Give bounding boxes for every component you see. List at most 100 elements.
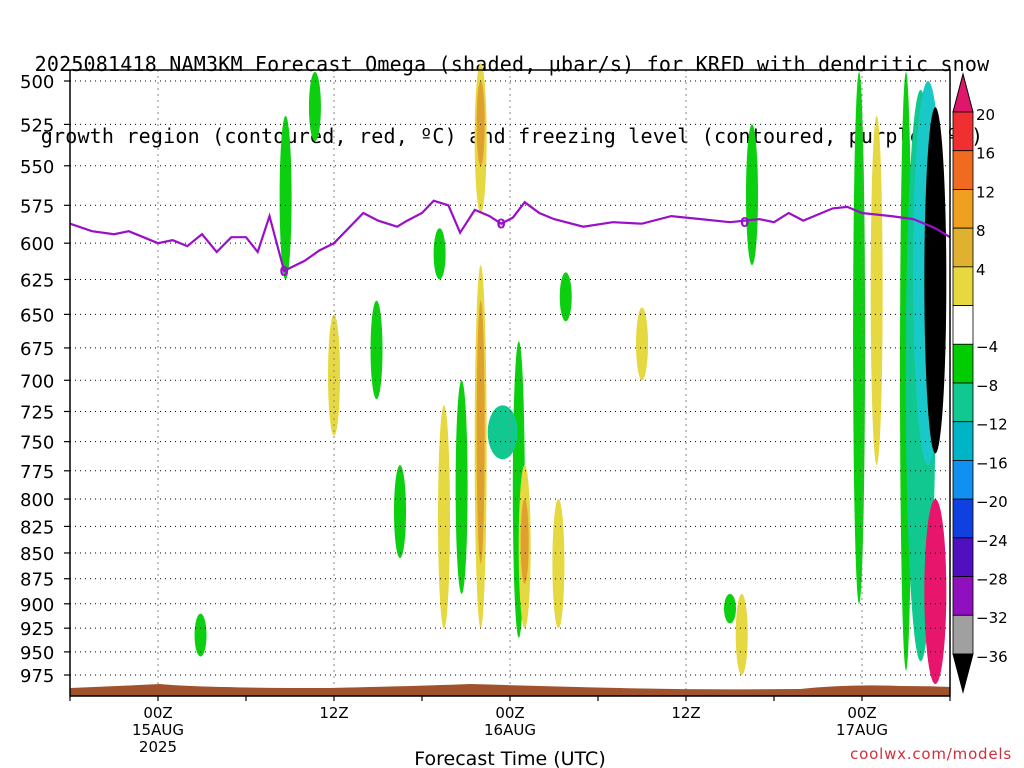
title-line-2: growth region (contoured, red, ºC) and f… — [40, 124, 984, 148]
colorbar-label: 16 — [976, 145, 995, 163]
y-tick-label: 650 — [20, 305, 54, 326]
omega-region-yellow — [328, 314, 340, 436]
freezing-level-layer: 0 0 0 — [69, 199, 951, 280]
x-tick-label: 00Z — [143, 704, 172, 722]
omega-region-green — [308, 72, 321, 142]
colorbar-band — [952, 111, 974, 152]
y-tick-label: 800 — [20, 490, 54, 511]
omega-region-yellow — [636, 307, 648, 381]
omega-region-green — [724, 593, 736, 624]
x-tick-label: 00Z — [495, 704, 524, 722]
terrain-layer — [70, 684, 950, 696]
freezing-level-label: 0 — [740, 216, 749, 231]
omega-region-yellow — [438, 405, 450, 629]
omega-region-green — [455, 380, 468, 594]
x-tick-label: 00Z — [847, 704, 876, 722]
y-tick-label: 975 — [20, 666, 54, 687]
omega-region-black — [924, 107, 947, 454]
y-tick-label: 900 — [20, 595, 54, 616]
omega-region-green — [433, 228, 446, 280]
omega-region-orange — [476, 300, 485, 564]
colorbar-label: −20 — [976, 493, 1008, 511]
omega-shading-layer — [194, 63, 947, 685]
colorbar-band — [952, 227, 974, 268]
y-tick-label: 850 — [20, 544, 54, 565]
colorbar-label: −8 — [976, 377, 998, 395]
y-tick-label: 950 — [20, 643, 54, 664]
colorbar-label: 12 — [976, 183, 995, 201]
y-tick-label: 750 — [20, 433, 54, 454]
y-tick-label: 550 — [20, 157, 54, 178]
grid-layer — [70, 70, 950, 696]
y-tick-label: 825 — [20, 517, 54, 538]
colorbar-band — [952, 343, 974, 384]
colorbar-top-arrow — [952, 72, 974, 113]
omega-region-green — [194, 613, 207, 657]
omega-region-pink — [924, 499, 947, 685]
y-tick-label: 675 — [20, 339, 54, 360]
colorbar-label: −12 — [976, 416, 1008, 434]
y-tick-label: 875 — [20, 570, 54, 591]
colorbar-band — [952, 421, 974, 461]
omega-region-yellow — [552, 499, 565, 629]
freezing-level-label: 0 — [497, 218, 506, 233]
chart-title: 2025081418 NAM3KM Forecast Omega (shaded… — [0, 4, 1024, 172]
colorbar-label: −32 — [976, 609, 1008, 627]
colorbar-band — [952, 266, 974, 306]
omega-region-green — [746, 124, 758, 266]
y-tick-label: 500 — [20, 72, 54, 93]
colorbar-label: −16 — [976, 454, 1008, 472]
omega-region-orange — [520, 499, 529, 584]
colorbar-band — [952, 305, 974, 345]
colorbar-label: −36 — [976, 648, 1008, 666]
colorbar-label: 8 — [976, 222, 986, 240]
y-tick-label: 925 — [20, 619, 54, 640]
colorbar-band — [952, 150, 974, 190]
colorbar-label: 4 — [976, 261, 986, 279]
freezing-level-label: 0 — [280, 265, 289, 280]
omega-region-teal — [487, 405, 518, 460]
colorbar-label: −24 — [976, 532, 1008, 550]
x-tick-label: 15AUG — [132, 721, 184, 739]
omega-region-green — [279, 115, 292, 280]
y-tick-label: 725 — [20, 402, 54, 423]
omega-region-orange — [476, 81, 485, 166]
y-tick-label: 575 — [20, 196, 54, 217]
omega-region-yellow — [870, 115, 883, 466]
y-tick-label: 700 — [20, 371, 54, 392]
omega-region-green — [559, 272, 572, 322]
colorbar-label: 20 — [976, 106, 995, 124]
x-tick-label: 17AUG — [836, 721, 888, 739]
omega-region-green — [853, 72, 866, 604]
y-tick-label: 525 — [20, 115, 54, 136]
colorbar-band — [952, 189, 974, 229]
credit-link[interactable]: coolwx.com/models — [850, 745, 1012, 763]
y-tick-label: 600 — [20, 234, 54, 255]
x-tick-label: 12Z — [671, 704, 700, 722]
terrain-strip — [70, 684, 950, 696]
colorbar-label: −4 — [976, 338, 998, 356]
colorbar-band — [952, 614, 974, 655]
title-line-1: 2025081418 NAM3KM Forecast Omega (shaded… — [34, 52, 990, 76]
x-tick-label: 2025 — [139, 738, 177, 756]
colorbar: 20 16 12 8 4 −4 −8 −12 −16 −20 −24 −28 −32 −36 — [952, 72, 1008, 694]
omega-region-green — [370, 300, 383, 400]
x-tick-label: 12Z — [319, 704, 348, 722]
y-axis: 500 525 550 575 600 625 650 675 700 725 750 775 800 8… — [20, 72, 70, 687]
y-tick-label: 775 — [20, 462, 54, 483]
colorbar-label: −28 — [976, 571, 1008, 589]
x-tick-label: 16AUG — [484, 721, 536, 739]
colorbar-band — [952, 498, 974, 539]
colorbar-band — [952, 537, 974, 577]
freezing-level-line — [69, 199, 951, 273]
colorbar-band — [952, 382, 974, 423]
colorbar-band — [952, 576, 974, 616]
x-axis-label: Forecast Time (UTC) — [414, 748, 605, 768]
omega-region-green — [394, 465, 406, 559]
colorbar-band — [952, 460, 974, 500]
colorbar-bottom-arrow — [952, 653, 974, 694]
omega-region-yellow — [735, 593, 748, 675]
y-tick-label: 625 — [20, 270, 54, 291]
